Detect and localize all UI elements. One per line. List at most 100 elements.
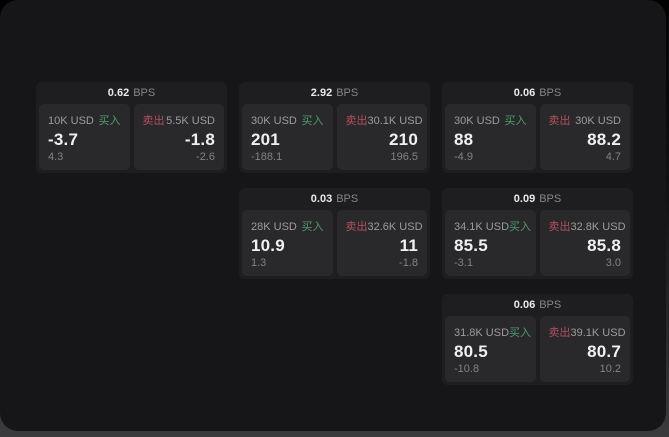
bps-value: 0.09 — [513, 193, 536, 205]
sell-delta: 196.5 — [390, 151, 418, 163]
sell-side-label: 卖出 — [345, 221, 368, 233]
bps-unit-label: BPS — [539, 87, 562, 99]
sell-side-label: 卖出 — [548, 221, 571, 233]
buy-amount: 30K USD — [251, 115, 297, 127]
buy-price: 85.5 — [454, 236, 488, 255]
buy-panel[interactable]: 30K USD 买入 201 -188.1 — [242, 104, 333, 170]
bps-value: 0.06 — [513, 87, 536, 99]
quote-card[interactable]: 2.92 BPS 30K USD 买入 201 -188.1 卖出 30.1K … — [239, 82, 430, 173]
buy-amount: 28K USD — [251, 221, 297, 233]
sell-price: 85.8 — [587, 236, 621, 255]
sell-header-row: 卖出 30.1K USD — [345, 112, 423, 128]
sell-delta: -2.6 — [196, 151, 215, 163]
sell-delta: -1.8 — [399, 257, 418, 269]
card-body: 31.8K USD 买入 80.5 -10.8 卖出 39.1K USD 80.… — [445, 316, 630, 382]
card-body: 34.1K USD 买入 85.5 -3.1 卖出 32.8K USD 85.8… — [445, 210, 630, 276]
buy-delta: -4.9 — [454, 151, 473, 163]
sell-amount: 32.8K USD — [570, 221, 626, 233]
bps-value: 0.06 — [513, 299, 536, 311]
sell-price: 210 — [389, 130, 418, 149]
sell-panel[interactable]: 卖出 30.1K USD 210 196.5 — [336, 104, 427, 170]
buy-price: 201 — [251, 130, 280, 149]
quote-card[interactable]: 0.09 BPS 34.1K USD 买入 85.5 -3.1 卖出 32.8K… — [442, 188, 633, 279]
sell-panel[interactable]: 卖出 32.6K USD 11 -1.8 — [336, 210, 427, 276]
buy-side-label: 买入 — [301, 115, 324, 127]
bps-unit-label: BPS — [133, 87, 156, 99]
sell-side-label: 卖出 — [142, 115, 165, 127]
buy-panel[interactable]: 34.1K USD 买入 85.5 -3.1 — [445, 210, 536, 276]
bps-unit-label: BPS — [539, 193, 562, 205]
bps-value: 0.03 — [310, 193, 333, 205]
buy-header-row: 30K USD 买入 — [454, 112, 527, 128]
buy-header-row: 28K USD 买入 — [251, 218, 324, 234]
sell-delta: 10.2 — [599, 363, 621, 375]
card-header: 0.09 BPS — [445, 188, 630, 210]
sell-header-row: 卖出 32.8K USD — [548, 218, 626, 234]
sell-panel[interactable]: 卖出 30K USD 88.2 4.7 — [539, 104, 630, 170]
buy-price: -3.7 — [48, 130, 79, 149]
sell-panel[interactable]: 卖出 5.5K USD -1.8 -2.6 — [133, 104, 224, 170]
card-body: 10K USD 买入 -3.7 4.3 卖出 5.5K USD -1.8 -2.… — [39, 104, 224, 170]
sell-price: -1.8 — [184, 130, 215, 149]
buy-amount: 30K USD — [454, 115, 500, 127]
sell-amount: 5.5K USD — [166, 115, 215, 127]
card-header: 0.03 BPS — [242, 188, 427, 210]
buy-side-label: 买入 — [98, 115, 121, 127]
sell-price: 11 — [399, 236, 418, 255]
sell-header-row: 卖出 5.5K USD — [143, 112, 216, 128]
buy-amount: 10K USD — [48, 115, 94, 127]
card-body: 30K USD 买入 201 -188.1 卖出 30.1K USD 210 1… — [242, 104, 427, 170]
buy-delta: 4.3 — [48, 151, 64, 163]
buy-panel[interactable]: 30K USD 买入 88 -4.9 — [445, 104, 536, 170]
buy-price: 88 — [454, 130, 474, 149]
quote-card[interactable]: 0.62 BPS 10K USD 买入 -3.7 4.3 卖出 5.5K USD — [36, 82, 227, 173]
bps-value: 0.62 — [107, 87, 130, 99]
card-header: 0.62 BPS — [39, 82, 224, 104]
buy-delta: -188.1 — [251, 151, 283, 163]
quotes-grid: 0.62 BPS 10K USD 买入 -3.7 4.3 卖出 5.5K USD — [36, 82, 633, 385]
buy-header-row: 10K USD 买入 — [48, 112, 121, 128]
buy-side-label: 买入 — [504, 115, 527, 127]
sell-side-label: 卖出 — [345, 115, 368, 127]
quote-card[interactable]: 0.06 BPS 30K USD 买入 88 -4.9 卖出 30K USD — [442, 82, 633, 173]
buy-amount: 34.1K USD — [454, 221, 510, 233]
buy-price: 10.9 — [251, 236, 285, 255]
sell-amount: 30.1K USD — [367, 115, 423, 127]
bps-value: 2.92 — [310, 87, 333, 99]
sell-header-row: 卖出 32.6K USD — [345, 218, 423, 234]
card-header: 0.06 BPS — [445, 294, 630, 316]
buy-amount: 31.8K USD — [454, 327, 510, 339]
sell-delta: 4.7 — [605, 151, 621, 163]
card-header: 0.06 BPS — [445, 82, 630, 104]
sell-amount: 32.6K USD — [367, 221, 423, 233]
bps-unit-label: BPS — [336, 87, 359, 99]
buy-price: 80.5 — [454, 342, 488, 361]
buy-header-row: 34.1K USD 买入 — [454, 218, 531, 234]
quote-card[interactable]: 0.06 BPS 31.8K USD 买入 80.5 -10.8 卖出 39.1… — [442, 294, 633, 385]
buy-side-label: 买入 — [509, 221, 532, 233]
sell-delta: 3.0 — [605, 257, 621, 269]
buy-side-label: 买入 — [301, 221, 324, 233]
buy-panel[interactable]: 31.8K USD 买入 80.5 -10.8 — [445, 316, 536, 382]
buy-panel[interactable]: 10K USD 买入 -3.7 4.3 — [39, 104, 130, 170]
sell-side-label: 卖出 — [548, 115, 571, 127]
buy-delta: -3.1 — [454, 257, 473, 269]
buy-delta: 1.3 — [251, 257, 267, 269]
card-body: 30K USD 买入 88 -4.9 卖出 30K USD 88.2 4.7 — [445, 104, 630, 170]
sell-panel[interactable]: 卖出 32.8K USD 85.8 3.0 — [539, 210, 630, 276]
sell-price: 88.2 — [587, 130, 621, 149]
sell-amount: 30K USD — [575, 115, 621, 127]
quote-card[interactable]: 0.03 BPS 28K USD 买入 10.9 1.3 卖出 32.6K US… — [239, 188, 430, 279]
buy-header-row: 30K USD 买入 — [251, 112, 324, 128]
sell-amount: 39.1K USD — [570, 327, 626, 339]
card-header: 2.92 BPS — [242, 82, 427, 104]
sell-panel[interactable]: 卖出 39.1K USD 80.7 10.2 — [539, 316, 630, 382]
sell-header-row: 卖出 39.1K USD — [549, 324, 626, 340]
card-body: 28K USD 买入 10.9 1.3 卖出 32.6K USD 11 -1.8 — [242, 210, 427, 276]
buy-delta: -10.8 — [454, 363, 480, 375]
buy-header-row: 31.8K USD 买入 — [454, 324, 531, 340]
bps-unit-label: BPS — [336, 193, 359, 205]
buy-panel[interactable]: 28K USD 买入 10.9 1.3 — [242, 210, 333, 276]
bps-unit-label: BPS — [539, 299, 562, 311]
